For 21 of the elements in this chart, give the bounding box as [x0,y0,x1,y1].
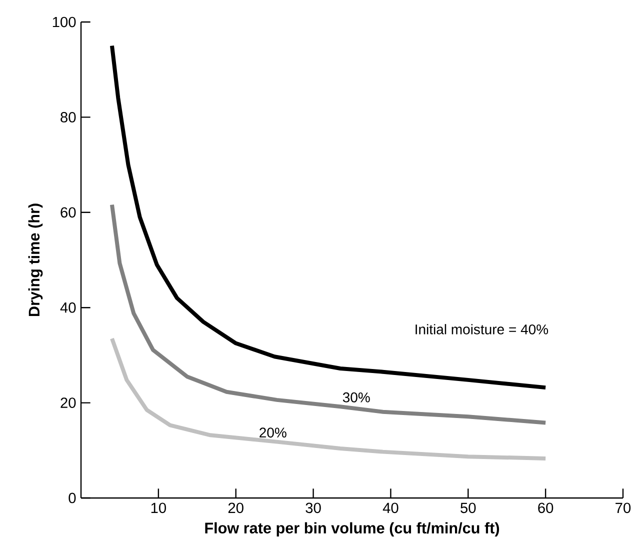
y-tick-label: 80 [60,112,76,122]
x-tick-label: 60 [538,502,554,514]
x-tick-label: 30 [306,502,321,514]
line-series [110,44,548,390]
y-tick-label: 20 [60,398,76,408]
y-tick-label: 0 [68,492,76,504]
x-tick-label: 20 [228,502,244,514]
series-label: 30% [342,392,370,402]
y-tick-label: 40 [60,302,76,313]
text: Initial moisture = 40% [416,324,548,334]
x-tick-label: 50 [460,502,476,514]
x-axis-title: Flow rate per bin volume (cu ft/min/cu ft) [205,522,500,537]
x-tick-label: 10 [151,502,166,514]
x-tick-label: 40 [382,502,398,514]
line-series [110,336,548,460]
y-tick-label: 60 [60,207,76,218]
y-axis-title: Drying time (hr) [28,204,43,316]
y-tick-label: 100 [52,16,76,28]
x-tick-label: 70 [616,502,631,514]
series-label: 20% [260,428,286,438]
line-series [110,202,548,425]
